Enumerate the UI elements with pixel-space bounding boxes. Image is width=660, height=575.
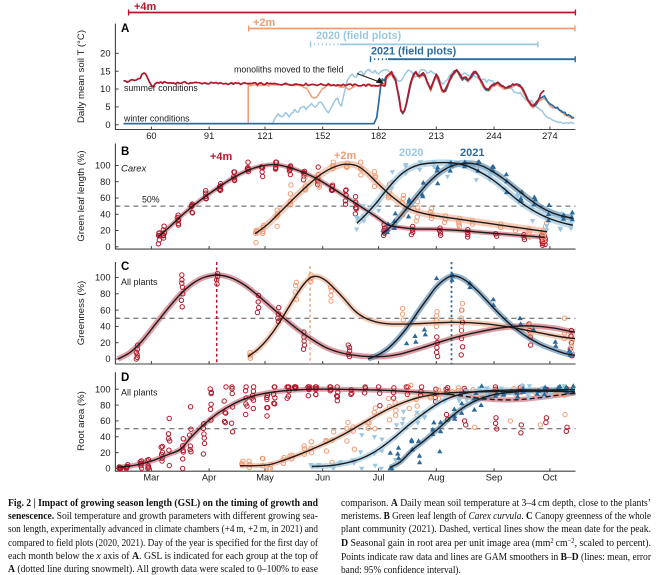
svg-text:Carex: Carex bbox=[121, 164, 148, 175]
svg-text:100: 100 bbox=[95, 384, 111, 394]
svg-text:Greenness (%): Greenness (%) bbox=[76, 281, 87, 346]
svg-text:+4m: +4m bbox=[210, 151, 233, 163]
svg-text:+2m: +2m bbox=[253, 17, 276, 29]
svg-text:60: 60 bbox=[100, 193, 110, 203]
svg-text:5: 5 bbox=[105, 102, 110, 112]
svg-text:15: 15 bbox=[100, 66, 110, 76]
svg-text:Apr: Apr bbox=[202, 472, 216, 482]
svg-text:50%: 50% bbox=[142, 195, 160, 205]
svg-text:Oct: Oct bbox=[543, 472, 558, 482]
svg-text:Jul: Jul bbox=[373, 472, 385, 482]
svg-text:213: 213 bbox=[429, 131, 445, 141]
svg-text:100: 100 bbox=[95, 273, 111, 283]
svg-text:Aug: Aug bbox=[428, 472, 445, 482]
svg-text:20: 20 bbox=[100, 226, 110, 236]
svg-text:+4m: +4m bbox=[134, 1, 157, 13]
svg-text:80: 80 bbox=[100, 400, 110, 410]
svg-text:0: 0 bbox=[105, 242, 110, 252]
svg-text:monoliths moved to the field: monoliths moved to the field bbox=[234, 65, 344, 75]
svg-text:May: May bbox=[256, 472, 274, 482]
svg-text:60: 60 bbox=[100, 416, 110, 426]
svg-text:100: 100 bbox=[95, 161, 111, 171]
svg-text:80: 80 bbox=[100, 177, 110, 187]
svg-text:Root area (%): Root area (%) bbox=[76, 391, 87, 451]
svg-text:All plants: All plants bbox=[121, 388, 158, 398]
svg-text:40: 40 bbox=[100, 210, 110, 220]
svg-text:274: 274 bbox=[542, 131, 558, 141]
svg-text:60: 60 bbox=[100, 305, 110, 315]
svg-text:Green leaf length (%): Green leaf length (%) bbox=[76, 150, 87, 241]
svg-text:60: 60 bbox=[146, 131, 156, 141]
svg-text:winter conditions: winter conditions bbox=[123, 114, 190, 124]
svg-text:All plants: All plants bbox=[121, 277, 158, 287]
svg-text:182: 182 bbox=[371, 131, 387, 141]
svg-text:0: 0 bbox=[105, 464, 110, 474]
svg-text:A: A bbox=[121, 23, 129, 35]
svg-text:summer conditions: summer conditions bbox=[124, 83, 198, 93]
svg-text:152: 152 bbox=[315, 131, 331, 141]
svg-text:0: 0 bbox=[105, 354, 110, 364]
svg-text:40: 40 bbox=[100, 322, 110, 332]
svg-text:C: C bbox=[121, 261, 129, 273]
svg-text:Daily mean soil T (°C): Daily mean soil T (°C) bbox=[76, 30, 87, 123]
svg-text:20: 20 bbox=[100, 49, 110, 59]
svg-text:121: 121 bbox=[257, 131, 273, 141]
svg-text:244: 244 bbox=[486, 131, 502, 141]
svg-text:B: B bbox=[121, 146, 129, 158]
svg-text:91: 91 bbox=[204, 131, 214, 141]
svg-text:D: D bbox=[121, 372, 129, 384]
svg-text:80: 80 bbox=[100, 289, 110, 299]
svg-text:Jun: Jun bbox=[315, 472, 330, 482]
svg-text:+2m: +2m bbox=[334, 150, 357, 162]
svg-text:2021 (field plots): 2021 (field plots) bbox=[371, 46, 457, 58]
svg-text:Sep: Sep bbox=[486, 472, 503, 482]
svg-text:2020 (field plots): 2020 (field plots) bbox=[316, 30, 402, 42]
svg-text:2020: 2020 bbox=[399, 147, 423, 159]
svg-text:0: 0 bbox=[105, 120, 110, 130]
svg-text:20: 20 bbox=[100, 338, 110, 348]
svg-text:2021: 2021 bbox=[460, 147, 484, 159]
svg-text:20: 20 bbox=[100, 448, 110, 458]
svg-text:10: 10 bbox=[100, 84, 110, 94]
svg-text:Mar: Mar bbox=[143, 472, 159, 482]
svg-text:40: 40 bbox=[100, 432, 110, 442]
